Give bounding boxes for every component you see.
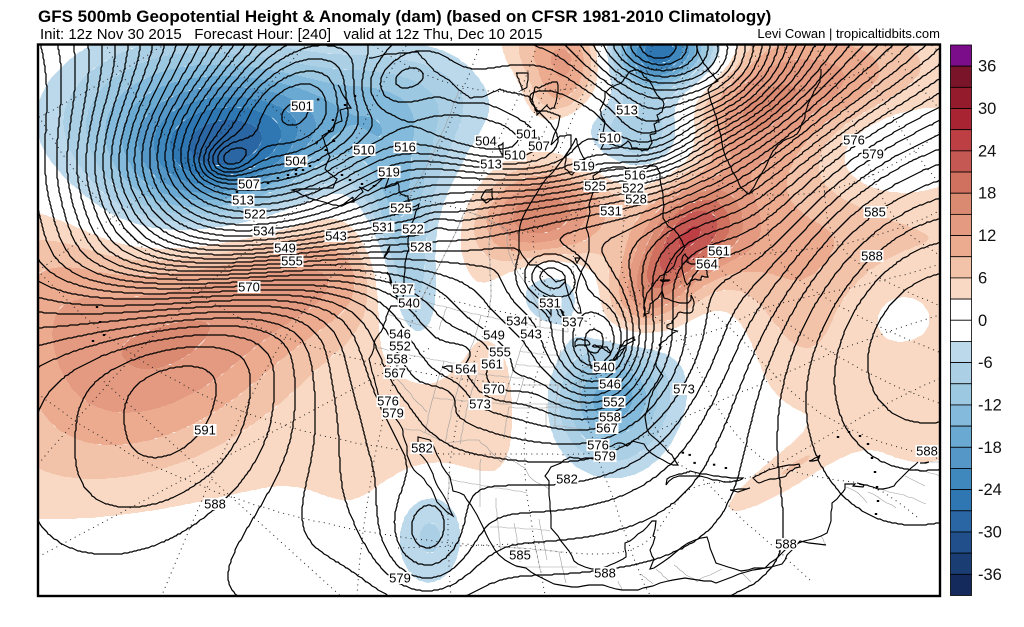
svg-text:510: 510 (599, 131, 621, 146)
svg-text:519: 519 (378, 165, 400, 180)
svg-text:510: 510 (504, 148, 526, 163)
svg-text:504: 504 (475, 134, 497, 149)
svg-text:591: 591 (194, 423, 216, 438)
svg-text:531: 531 (539, 296, 561, 311)
svg-text:-18: -18 (978, 439, 1002, 457)
svg-text:555: 555 (489, 345, 511, 360)
svg-text:501: 501 (291, 99, 313, 114)
svg-text:504: 504 (285, 154, 307, 169)
svg-text:-12: -12 (978, 396, 1002, 414)
svg-text:543: 543 (325, 229, 347, 244)
svg-text:513: 513 (232, 193, 254, 208)
svg-text:588: 588 (594, 566, 616, 581)
svg-text:513: 513 (480, 157, 502, 172)
svg-text:549: 549 (274, 241, 296, 256)
svg-text:522: 522 (402, 222, 424, 237)
svg-text:-6: -6 (978, 354, 993, 372)
svg-text:552: 552 (389, 339, 411, 354)
svg-text:558: 558 (599, 410, 621, 425)
svg-text:510: 510 (353, 143, 375, 158)
svg-text:579: 579 (594, 449, 616, 464)
svg-text:555: 555 (281, 254, 303, 269)
svg-text:582: 582 (411, 441, 433, 456)
svg-text:570: 570 (483, 382, 505, 397)
svg-text:561: 561 (708, 244, 730, 259)
svg-text:519: 519 (573, 159, 595, 174)
svg-text:567: 567 (384, 366, 406, 381)
svg-text:585: 585 (509, 548, 531, 563)
svg-text:549: 549 (483, 328, 505, 343)
svg-text:525: 525 (390, 201, 412, 216)
svg-text:576: 576 (587, 438, 609, 453)
svg-text:507: 507 (528, 139, 550, 154)
svg-text:Init: 12z Nov 30 2015 Foreca: Init: 12z Nov 30 2015 Forecast Hour: [24… (40, 26, 543, 43)
svg-text:537: 537 (392, 282, 414, 297)
svg-text:Levi Cowan | tropicaltidbits.c: Levi Cowan | tropicaltidbits.com (757, 26, 940, 41)
svg-text:36: 36 (978, 58, 996, 76)
svg-text:561: 561 (481, 357, 503, 372)
svg-text:564: 564 (696, 257, 718, 272)
svg-text:552: 552 (603, 395, 625, 410)
svg-text:573: 573 (469, 397, 491, 412)
svg-text:18: 18 (978, 185, 996, 203)
svg-text:-36: -36 (978, 566, 1002, 584)
svg-text:573: 573 (673, 382, 695, 397)
svg-text:543: 543 (520, 327, 542, 342)
svg-text:531: 531 (600, 204, 622, 219)
svg-text:528: 528 (625, 192, 647, 207)
svg-text:501: 501 (516, 127, 538, 142)
svg-text:576: 576 (377, 394, 399, 409)
svg-text:525: 525 (584, 179, 606, 194)
svg-text:576: 576 (843, 133, 865, 148)
svg-text:579: 579 (389, 571, 411, 586)
svg-text:540: 540 (593, 360, 615, 375)
svg-text:570: 570 (238, 280, 260, 295)
svg-text:0: 0 (978, 312, 987, 330)
svg-text:546: 546 (389, 327, 411, 342)
svg-text:513: 513 (616, 103, 638, 118)
svg-text:546: 546 (599, 377, 621, 392)
svg-text:534: 534 (506, 314, 528, 329)
svg-text:534: 534 (253, 224, 275, 239)
svg-text:30: 30 (978, 100, 996, 118)
svg-text:516: 516 (624, 168, 646, 183)
svg-text:564: 564 (455, 362, 477, 377)
svg-text:588: 588 (204, 497, 226, 512)
svg-text:24: 24 (978, 142, 996, 160)
svg-text:558: 558 (386, 352, 408, 367)
svg-text:522: 522 (244, 207, 266, 222)
svg-text:516: 516 (394, 140, 416, 155)
svg-text:567: 567 (596, 421, 618, 436)
svg-text:6: 6 (978, 269, 987, 287)
svg-text:537: 537 (562, 315, 584, 330)
svg-text:507: 507 (238, 177, 260, 192)
svg-text:588: 588 (775, 537, 797, 552)
svg-text:522: 522 (622, 181, 644, 196)
svg-text:585: 585 (864, 205, 886, 220)
svg-text:531: 531 (372, 220, 394, 235)
svg-text:579: 579 (862, 147, 884, 162)
svg-text:-24: -24 (978, 481, 1002, 499)
svg-text:528: 528 (410, 240, 432, 255)
svg-text:582: 582 (556, 472, 578, 487)
svg-text:588: 588 (861, 249, 883, 264)
svg-text:-30: -30 (978, 524, 1002, 542)
svg-text:GFS 500mb Geopotential Height: GFS 500mb Geopotential Height & Anomaly … (38, 7, 771, 26)
svg-text:540: 540 (398, 296, 420, 311)
svg-text:579: 579 (382, 406, 404, 421)
svg-text:12: 12 (978, 227, 996, 245)
svg-text:588: 588 (916, 444, 938, 459)
